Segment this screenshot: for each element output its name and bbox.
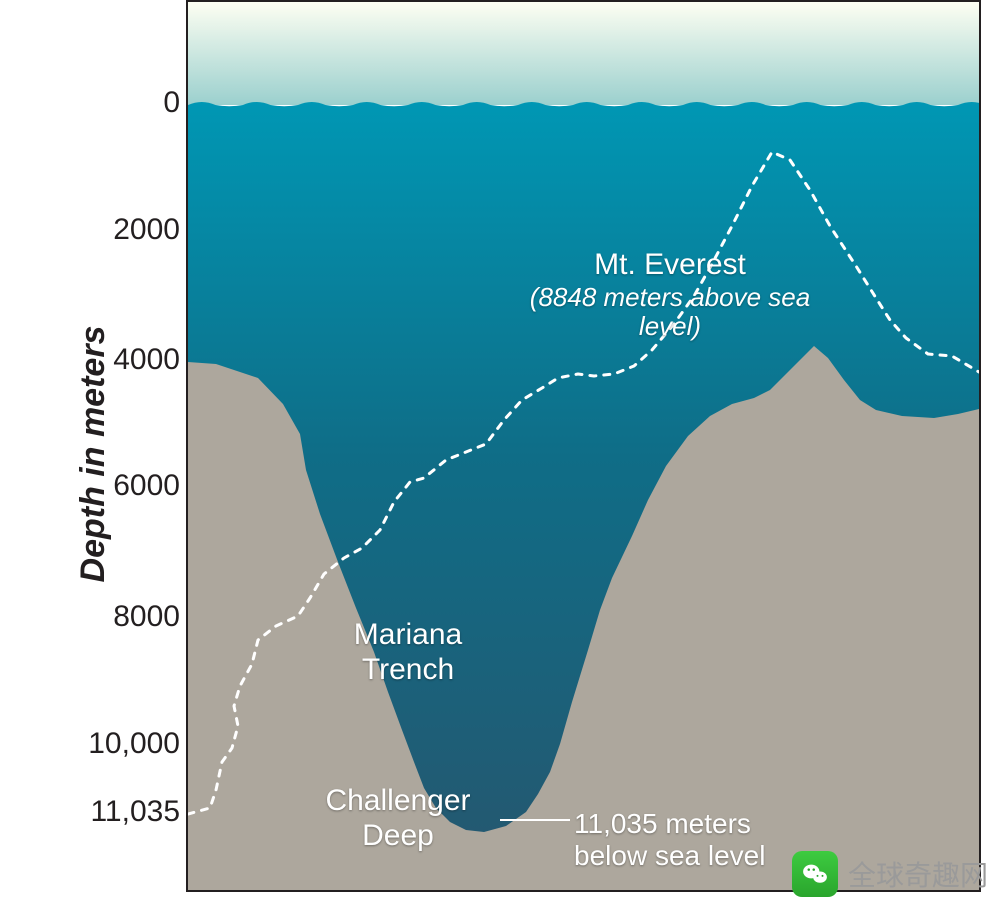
label-below-line2: below sea level [574, 840, 765, 872]
label-below-line1: 11,035 meters [574, 808, 765, 840]
tick-11035: 11,035 [50, 795, 180, 829]
diagram-svg [188, 2, 979, 890]
label-challenger-line2: Deep [325, 819, 470, 854]
tick-2000: 2000 [50, 213, 180, 247]
label-everest-subtitle: (8848 meters above sea level) [520, 283, 820, 343]
figure-root: Depth in meters 0200040006000800010,0001… [0, 0, 1000, 907]
label-mariana: Mariana Trench [354, 618, 462, 687]
label-everest-title: Mt. Everest [520, 248, 820, 283]
label-mariana-line1: Mariana [354, 618, 462, 653]
plot-area: Mt. Everest (8848 meters above sea level… [186, 0, 981, 892]
label-challenger-line1: Challenger [325, 784, 470, 819]
label-everest: Mt. Everest (8848 meters above sea level… [520, 248, 820, 342]
tick-8000: 8000 [50, 600, 180, 634]
tick-10000: 10,000 [50, 727, 180, 761]
watermark-text: 全球奇趣网 [848, 854, 988, 894]
tick-4000: 4000 [50, 343, 180, 377]
watermark: 全球奇趣网 [792, 851, 988, 897]
label-mariana-line2: Trench [354, 653, 462, 688]
wechat-icon [792, 851, 838, 897]
tick-6000: 6000 [50, 469, 180, 503]
y-axis-ticks: 0 2000 4000 6000 8000 10,000 11,035 [0, 0, 186, 907]
label-challenger: Challenger Deep [325, 784, 470, 853]
label-below-sea-level: 11,035 meters below sea level [574, 808, 765, 872]
tick-0: 0 [50, 86, 180, 120]
